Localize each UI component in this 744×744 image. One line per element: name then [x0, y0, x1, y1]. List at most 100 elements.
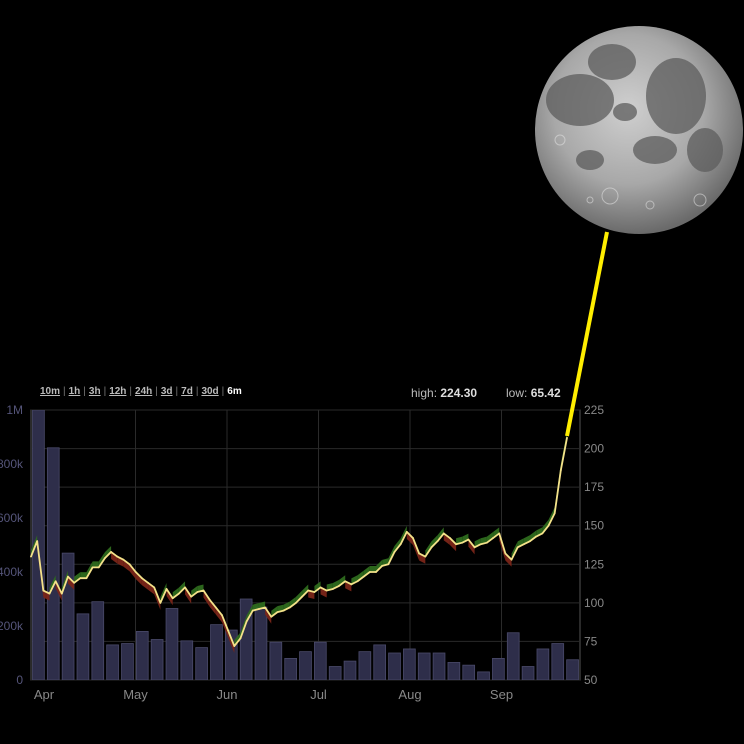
up-band	[80, 572, 87, 579]
range-option-6m[interactable]: 6m	[227, 386, 242, 397]
up-band	[271, 606, 278, 617]
x-tick-label: Sep	[490, 687, 513, 702]
price-point	[276, 611, 279, 614]
low-stat: low: 65.42	[506, 386, 561, 400]
down-band	[449, 538, 457, 552]
up-band	[462, 533, 469, 543]
up-band	[104, 545, 112, 559]
price-point	[122, 558, 125, 561]
price-point	[492, 537, 494, 539]
down-band	[505, 553, 512, 567]
volume-bar	[91, 601, 105, 680]
up-band	[517, 538, 524, 548]
volume-bar	[150, 639, 164, 680]
volume-bar	[165, 608, 179, 680]
price-line-group	[30, 436, 568, 647]
price-point	[282, 609, 285, 612]
range-option-1h[interactable]: 1h	[68, 386, 81, 397]
up-band	[363, 566, 370, 577]
up-band	[234, 632, 241, 647]
volume-bar	[299, 651, 312, 680]
low-label: low:	[506, 386, 528, 400]
volume-bar	[462, 664, 476, 680]
price-point	[258, 608, 260, 610]
price-point	[128, 563, 131, 566]
price-point	[42, 589, 45, 592]
price-point	[461, 541, 464, 544]
price-point	[535, 535, 538, 538]
up-band	[92, 561, 99, 568]
price-tick-label: 200	[584, 442, 604, 456]
range-option-30d[interactable]: 30d	[201, 386, 219, 397]
volume-bar	[358, 651, 372, 680]
price-point	[165, 588, 168, 590]
price-point	[319, 586, 322, 589]
down-band	[141, 578, 149, 590]
price-point	[239, 637, 242, 640]
high-value: 224.30	[440, 386, 478, 400]
price-point	[140, 577, 143, 580]
up-band	[493, 527, 500, 539]
volume-bar	[343, 660, 357, 680]
price-point	[350, 583, 353, 586]
price-point	[116, 555, 119, 558]
price-point	[97, 566, 100, 569]
up-band	[437, 527, 444, 542]
x-tick-label: Aug	[398, 687, 421, 702]
price-point	[473, 546, 476, 549]
up-band	[178, 581, 186, 594]
price-point	[516, 546, 519, 549]
price-point	[522, 543, 525, 546]
up-band	[394, 538, 401, 552]
x-tick-label: Jun	[217, 687, 238, 702]
volume-bar	[210, 624, 223, 680]
price-point	[566, 436, 568, 439]
up-band	[357, 570, 364, 582]
volume-bar	[121, 643, 134, 680]
down-band	[166, 588, 173, 606]
down-band	[203, 590, 210, 607]
price-point	[159, 601, 162, 604]
price-point	[362, 575, 365, 578]
volume-bar	[477, 671, 490, 680]
price-point	[325, 589, 328, 592]
volume-bar	[551, 643, 565, 680]
range-option-3d[interactable]: 3d	[160, 386, 173, 397]
volume-bar	[269, 641, 283, 680]
price-point	[221, 614, 223, 617]
volume-bar	[76, 613, 90, 680]
price-point	[60, 592, 63, 595]
x-tick-label: Apr	[34, 687, 55, 702]
range-option-3h[interactable]: 3h	[88, 386, 101, 397]
volume-bar	[254, 606, 268, 680]
price-point	[295, 601, 297, 604]
volume-bar	[284, 658, 297, 680]
price-point	[171, 597, 174, 600]
price-point	[547, 524, 550, 527]
down-band	[67, 576, 75, 590]
up-band	[523, 535, 531, 545]
price-point	[227, 629, 230, 632]
price-point	[338, 584, 340, 587]
price-point	[301, 595, 303, 598]
price-line	[30, 437, 568, 647]
range-option-10m[interactable]: 10m	[40, 386, 61, 397]
price-point	[208, 598, 211, 601]
price-point	[418, 552, 421, 555]
price-point	[375, 571, 377, 573]
range-option-7d[interactable]: 7d	[181, 386, 193, 397]
volume-bar	[180, 640, 194, 680]
range-option-12h[interactable]: 12h	[109, 386, 127, 397]
range-option-24h[interactable]: 24h	[135, 386, 153, 397]
down-band	[111, 551, 118, 564]
down-band	[209, 599, 216, 615]
up-band	[369, 566, 377, 572]
up-band	[530, 530, 537, 542]
up-band	[283, 601, 290, 611]
price-tick-label: 150	[584, 519, 604, 533]
moon-image	[535, 26, 743, 234]
time-range-selector: 10m | 1h | 3h | 12h | 24h | 3d | 7d | 30d | 6m	[40, 386, 242, 397]
price-point	[393, 551, 396, 553]
price-point	[36, 540, 39, 543]
